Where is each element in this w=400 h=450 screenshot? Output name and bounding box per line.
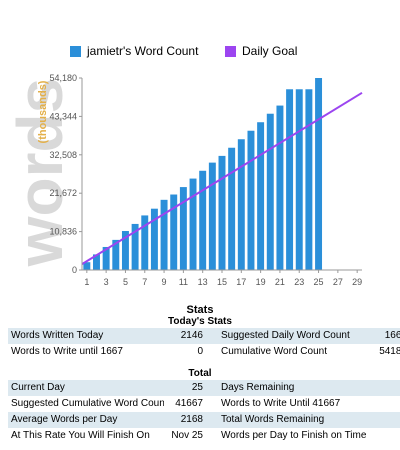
table-row: Words Written Today 2146 Suggested Daily… bbox=[8, 328, 400, 344]
x-tick-label: 3 bbox=[104, 277, 109, 287]
legend-item-daily-goal: Daily Goal bbox=[225, 44, 297, 58]
bar-day-20 bbox=[266, 113, 274, 270]
x-tick-label: 29 bbox=[352, 277, 362, 287]
bar-day-15 bbox=[218, 155, 226, 270]
legend-label-daily-goal: Daily Goal bbox=[242, 44, 298, 58]
bar-day-3 bbox=[102, 246, 110, 270]
stats-title: Stats bbox=[186, 304, 214, 316]
bar-day-6 bbox=[131, 223, 139, 270]
stat-label: Total Words Remaining bbox=[218, 412, 374, 428]
stat-value: 1667 bbox=[374, 328, 400, 344]
word-count-chart: words(thousands) 0 10,836 21,672 32,508 43,3… bbox=[4, 73, 363, 287]
bar-day-4 bbox=[112, 239, 120, 270]
bar-day-2 bbox=[93, 254, 100, 270]
table-row: Suggested Cumulative Word Count 41667 Wo… bbox=[8, 396, 400, 412]
bar-day-14 bbox=[208, 162, 216, 270]
stat-value: 2146 bbox=[164, 328, 206, 344]
stat-label: At This Rate You Will Finish On bbox=[11, 430, 150, 441]
today-stats-table: Words Written Today 2146 Suggested Daily… bbox=[8, 328, 400, 360]
y-tick-label: 43,344 bbox=[49, 111, 77, 121]
bar-day-22 bbox=[286, 89, 294, 271]
x-tick-label: 17 bbox=[236, 277, 246, 287]
x-tick-label: 25 bbox=[314, 277, 324, 287]
legend-swatch-word-count bbox=[70, 45, 81, 57]
x-tick-label: 9 bbox=[162, 277, 167, 287]
y-tick-label: 32,508 bbox=[49, 150, 77, 160]
x-tick-label: 15 bbox=[217, 277, 227, 287]
stat-value: 0 bbox=[374, 396, 400, 412]
stat-value: 0 bbox=[374, 428, 400, 444]
total-stats-title: Total bbox=[188, 368, 212, 379]
bar-day-17 bbox=[237, 139, 245, 270]
bar-day-16 bbox=[228, 147, 236, 270]
stat-label: Cumulative Word Count bbox=[221, 346, 327, 357]
x-tick-label: 23 bbox=[294, 277, 304, 287]
x-tick-label: 13 bbox=[198, 277, 208, 287]
table-row: Average Words per Day 2168 Total Words R… bbox=[8, 412, 400, 428]
stat-value: 54180 bbox=[379, 346, 400, 357]
legend-item-word-count: jamietr's Word Count bbox=[70, 44, 198, 58]
legend-swatch-daily-goal bbox=[225, 45, 236, 57]
x-tick-label: 5 bbox=[123, 277, 128, 287]
watermark-words: words bbox=[4, 78, 76, 267]
x-tick-label: 11 bbox=[179, 277, 188, 287]
stat-label: Suggested Cumulative Word Count bbox=[11, 398, 164, 409]
bar-day-13 bbox=[199, 170, 207, 270]
bar-day-9 bbox=[160, 199, 168, 270]
bar-day-23 bbox=[295, 89, 303, 271]
today-stats-title: Today's Stats bbox=[168, 316, 232, 327]
stat-label: Words to Write until 1667 bbox=[11, 346, 123, 357]
stat-value: 41667 bbox=[175, 398, 203, 409]
x-tick-label: 21 bbox=[275, 277, 285, 287]
watermark-thousands: (thousands) bbox=[37, 80, 49, 143]
bar-day-7 bbox=[141, 215, 149, 270]
bar-day-21 bbox=[276, 105, 284, 270]
stat-label: Words to Write Until 41667 bbox=[221, 398, 341, 409]
total-stats-table: Current Day 25 Days Remaining 5 Suggeste… bbox=[8, 380, 400, 444]
stat-value: Nov 25 bbox=[171, 430, 203, 441]
legend-label-word-count: jamietr's Word Count bbox=[87, 44, 199, 58]
bar-day-19 bbox=[257, 122, 265, 270]
stat-value: 0 bbox=[374, 412, 400, 428]
bar-day-11 bbox=[179, 187, 187, 270]
table-row: At This Rate You Will Finish On Nov 25 W… bbox=[8, 428, 400, 444]
x-tick-label: 27 bbox=[333, 277, 343, 287]
bar-day-25 bbox=[315, 78, 323, 270]
stat-value: 0 bbox=[197, 346, 203, 357]
y-tick-label: 21,672 bbox=[49, 188, 77, 198]
stat-label: Suggested Daily Word Count bbox=[218, 328, 374, 344]
bar-day-8 bbox=[150, 208, 158, 270]
bar-day-18 bbox=[247, 130, 255, 270]
bar-day-12 bbox=[189, 178, 197, 270]
stat-label: Words per Day to Finish on Time bbox=[221, 430, 367, 441]
bar-day-5 bbox=[121, 231, 129, 270]
stat-value: 25 bbox=[164, 380, 206, 396]
stat-label: Days Remaining bbox=[218, 380, 374, 396]
stat-label: Words Written Today bbox=[8, 328, 164, 344]
stat-label: Current Day bbox=[8, 380, 164, 396]
bar-day-24 bbox=[305, 89, 313, 271]
stat-label: Average Words per Day bbox=[8, 412, 164, 428]
x-tick-label: 19 bbox=[256, 277, 266, 287]
chart-legend: jamietr's Word Count Daily Goal bbox=[70, 44, 400, 60]
bar-day-1 bbox=[83, 262, 91, 270]
stat-value: 2168 bbox=[164, 412, 206, 428]
y-tick-label: 54,180 bbox=[49, 73, 77, 83]
table-row: Current Day 25 Days Remaining 5 bbox=[8, 380, 400, 396]
bar-day-10 bbox=[170, 194, 178, 270]
goal-line bbox=[81, 91, 363, 265]
stats-panel: Stats Today's Stats Words Written Today … bbox=[8, 304, 400, 444]
y-tick-label: 0 bbox=[72, 265, 77, 275]
y-tick-label: 10,836 bbox=[49, 227, 77, 237]
stat-value: 5 bbox=[374, 380, 400, 396]
table-row: Words to Write until 1667 0 Cumulative W… bbox=[8, 344, 400, 360]
x-tick-label: 7 bbox=[142, 277, 147, 287]
x-tick-label: 1 bbox=[84, 277, 89, 287]
